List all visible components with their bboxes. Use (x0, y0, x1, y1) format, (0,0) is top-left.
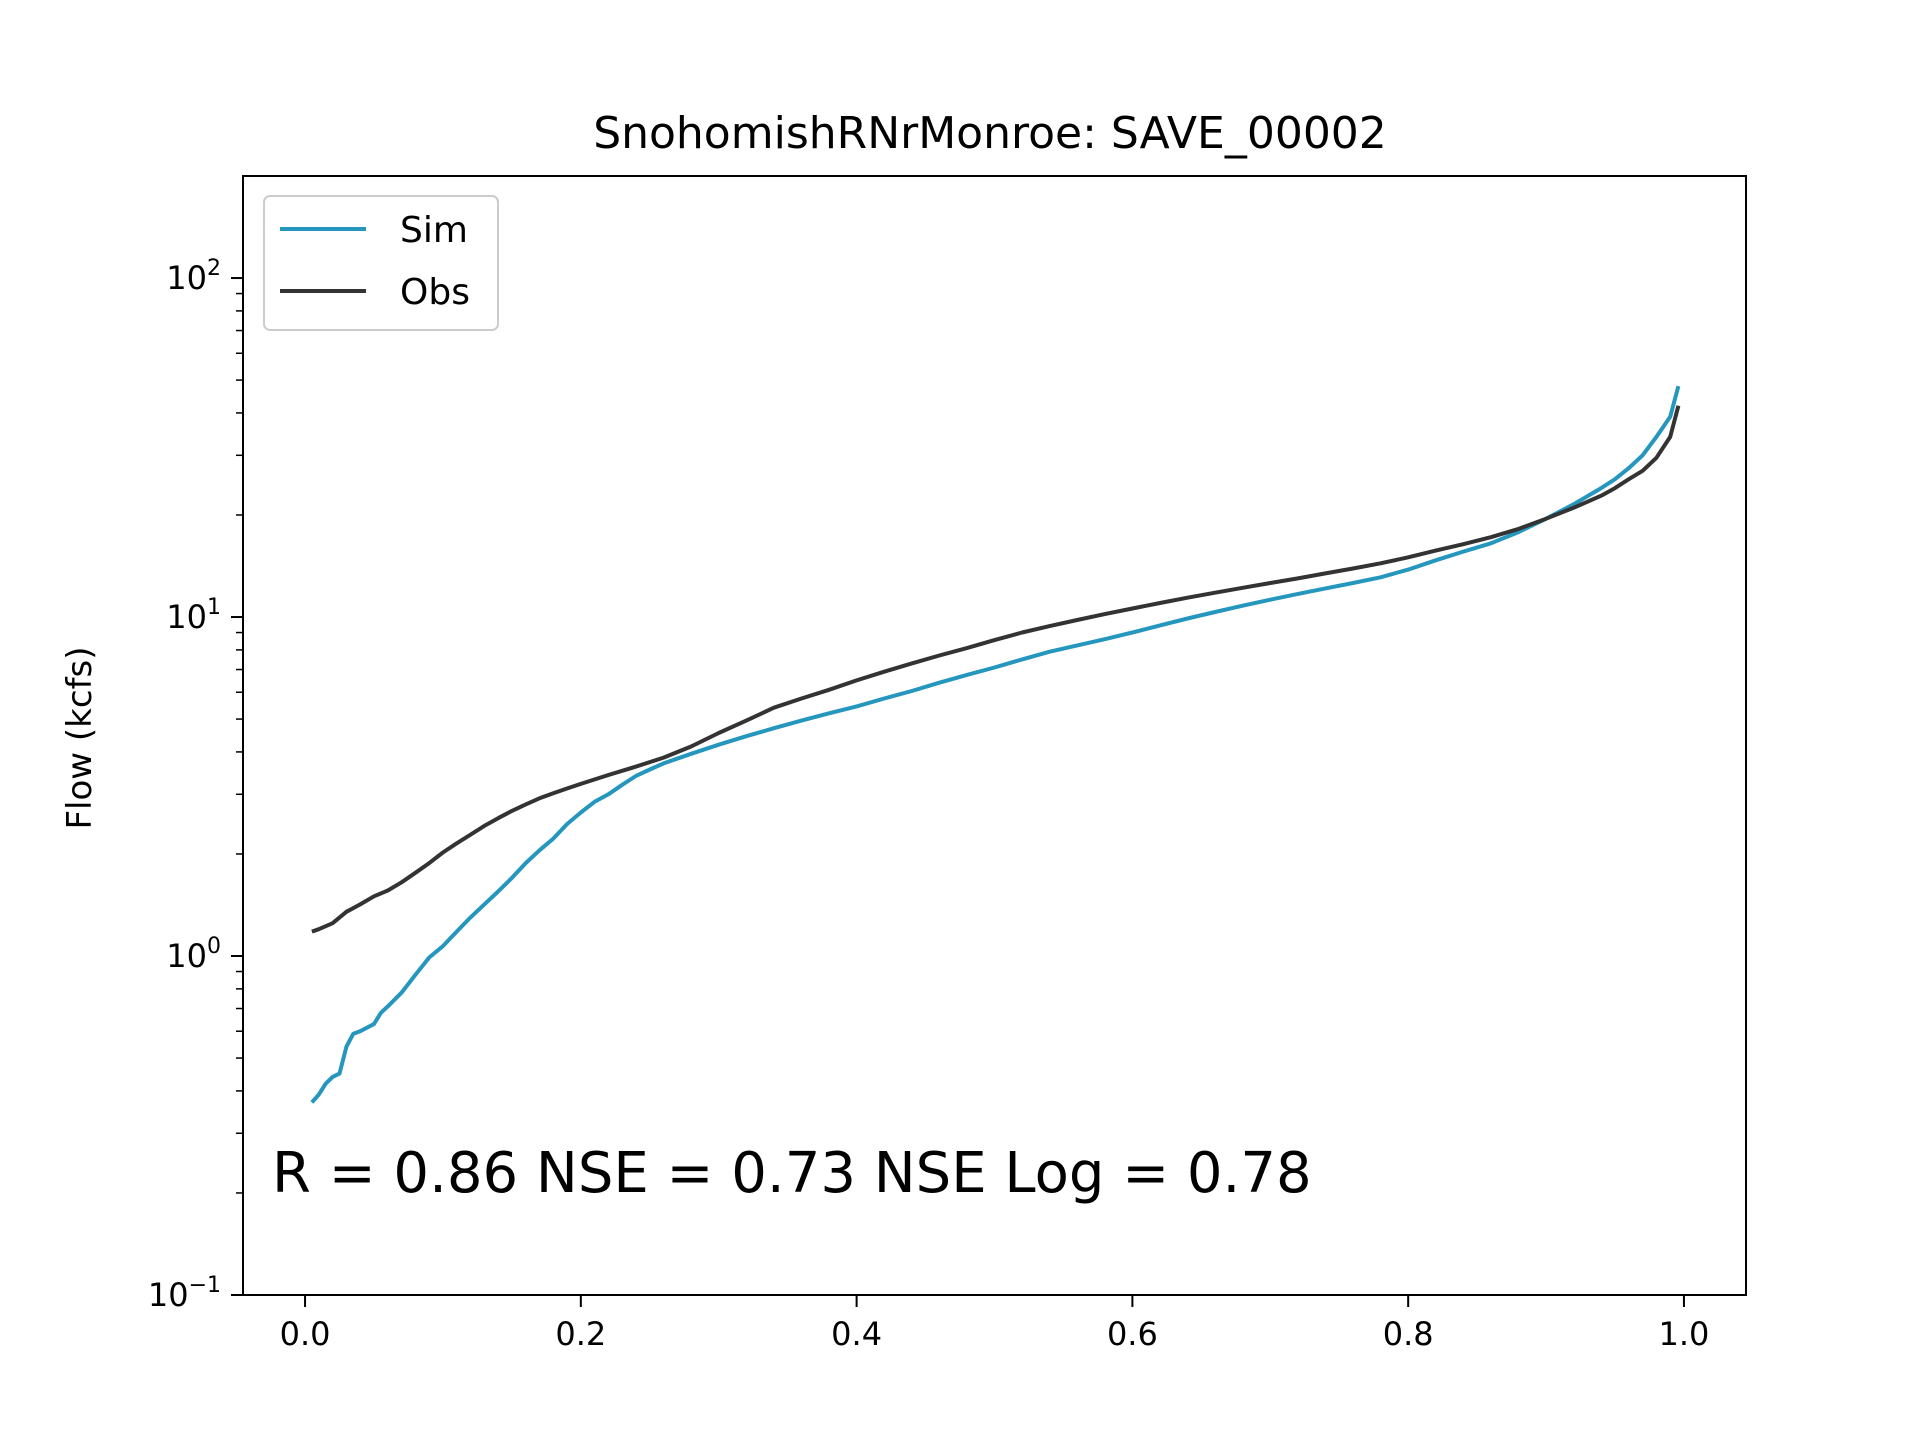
y-tick-label: 10−1 (148, 1273, 221, 1314)
series-line-sim (310, 385, 1681, 1104)
y-tick-label: 101 (166, 595, 221, 636)
plot-frame (242, 175, 1747, 1296)
chart-title: SnohomishRNrMonroe: SAVE_00002 (593, 108, 1387, 159)
series-line-obs (311, 405, 1681, 934)
x-tick-label: 0.4 (831, 1315, 882, 1353)
x-axis: 0.0 0.2 0.4 0.6 0.8 1.0 (280, 1295, 1710, 1353)
y-tick-label: 102 (166, 256, 221, 297)
legend: Sim Obs (263, 195, 499, 331)
plot-layer (310, 385, 1681, 1104)
x-tick-label: 0.6 (1107, 1315, 1158, 1353)
legend-label-obs: Obs (400, 272, 470, 313)
stats-annotation: R = 0.86 NSE = 0.73 NSE Log = 0.78 (272, 1141, 1312, 1206)
legend-label-sim: Sim (400, 210, 468, 251)
x-tick-label: 1.0 (1659, 1315, 1710, 1353)
x-tick-label: 0.8 (1383, 1315, 1434, 1353)
x-tick-label: 0.0 (280, 1315, 331, 1353)
x-tick-label: 0.2 (555, 1315, 606, 1353)
y-axis-label: Flow (kcfs) (60, 646, 100, 829)
y-tick-label: 100 (166, 934, 221, 975)
y-axis: 10−1 100 101 102 (148, 256, 243, 1314)
